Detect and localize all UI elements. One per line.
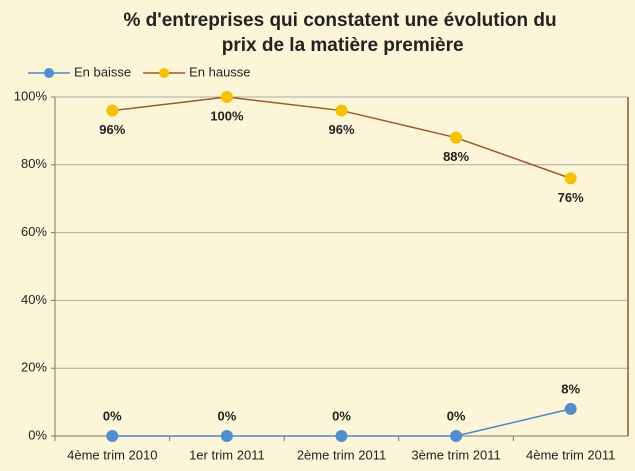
title-line: % d'entreprises qui constatent une évolu… xyxy=(123,10,556,31)
value-label: 88% xyxy=(443,149,469,164)
value-label: 96% xyxy=(328,122,354,137)
y-tick-label: 40% xyxy=(21,292,47,307)
point xyxy=(106,430,119,442)
x-tick-label: 1er trim 2011 xyxy=(189,447,265,462)
point xyxy=(564,172,577,185)
point xyxy=(450,430,463,442)
point xyxy=(335,104,348,117)
value-label: 96% xyxy=(99,122,125,137)
legend-marker xyxy=(44,68,54,78)
legend-marker xyxy=(159,68,170,78)
point xyxy=(106,104,119,117)
y-tick-label: 100% xyxy=(14,88,48,103)
value-label: 0% xyxy=(447,408,466,423)
x-tick-label: 4ème trim 2010 xyxy=(67,447,157,462)
y-tick-label: 60% xyxy=(21,224,47,239)
value-label: 0% xyxy=(332,408,351,423)
value-label: 76% xyxy=(558,190,584,205)
x-tick-label: 4ème trim 2011 xyxy=(526,447,615,462)
point xyxy=(450,131,463,144)
point xyxy=(335,430,348,442)
y-tick-label: 20% xyxy=(21,360,47,375)
point xyxy=(220,430,233,442)
point xyxy=(220,91,233,103)
legend-label: En hausse xyxy=(189,64,250,79)
value-label: 8% xyxy=(561,381,580,396)
value-label: 0% xyxy=(218,408,237,423)
x-tick-label: 3ème trim 2011 xyxy=(411,447,500,462)
value-label: 0% xyxy=(103,408,122,423)
chart-title: % d'entreprises qui constatent une évolu… xyxy=(123,10,556,56)
x-tick-label: 2ème trim 2011 xyxy=(297,447,386,462)
point xyxy=(564,402,577,415)
value-label: 100% xyxy=(210,108,244,123)
y-tick-label: 0% xyxy=(28,427,47,442)
y-tick-label: 80% xyxy=(21,156,47,171)
title-line: prix de la matière première xyxy=(216,35,463,56)
legend-label: En baisse xyxy=(74,64,131,79)
